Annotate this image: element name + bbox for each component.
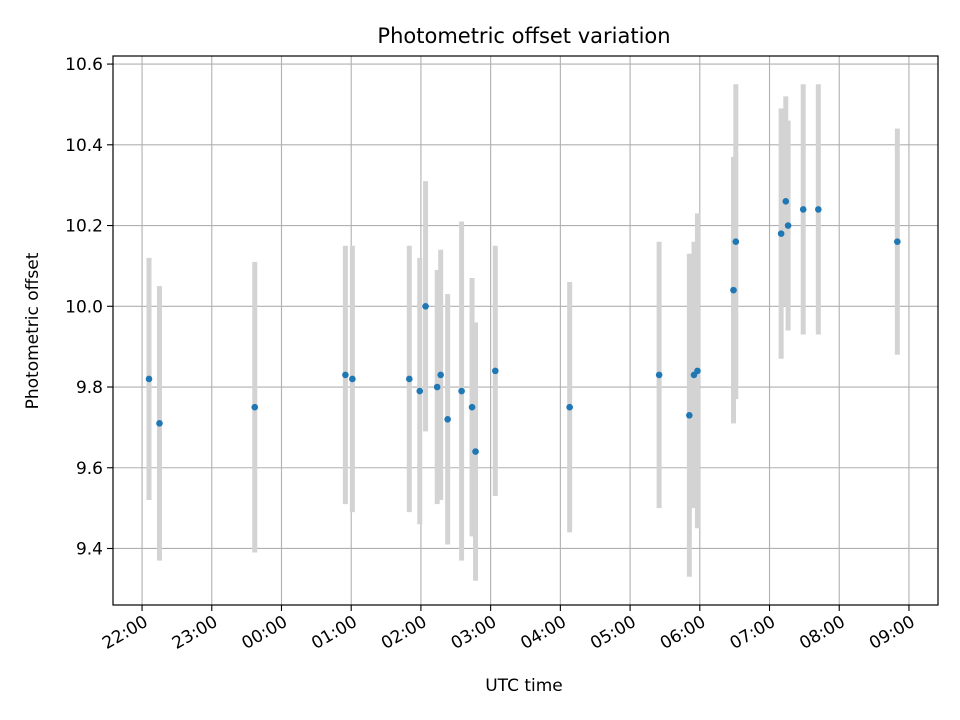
- data-point: [251, 404, 258, 411]
- data-point: [349, 376, 356, 383]
- data-point: [694, 368, 701, 375]
- data-point: [146, 376, 153, 383]
- y-axis-label: Photometric offset: [23, 252, 43, 409]
- data-point: [342, 372, 349, 379]
- data-point: [733, 238, 740, 245]
- chart-title: Photometric offset variation: [377, 24, 670, 48]
- data-point: [437, 372, 444, 379]
- y-tick-label: 10.0: [65, 297, 103, 317]
- data-point: [778, 230, 785, 237]
- data-point: [686, 412, 693, 419]
- data-point: [422, 303, 429, 310]
- data-point: [730, 287, 737, 294]
- data-point: [444, 416, 451, 423]
- data-point: [800, 206, 807, 213]
- y-tick-label: 9.8: [76, 378, 103, 398]
- x-axis-label: UTC time: [485, 676, 563, 696]
- data-point: [656, 372, 663, 379]
- y-tick-label: 10.2: [65, 217, 103, 237]
- data-point: [472, 448, 479, 455]
- data-point: [416, 388, 423, 395]
- data-point: [458, 388, 465, 395]
- data-point: [156, 420, 163, 427]
- y-tick-label: 10.6: [65, 55, 103, 75]
- data-point: [785, 222, 792, 229]
- y-tick-label: 9.6: [76, 459, 103, 479]
- data-point: [434, 384, 441, 391]
- data-point: [469, 404, 476, 411]
- y-tick-label: 9.4: [76, 539, 103, 559]
- data-point: [815, 206, 822, 213]
- data-point: [406, 376, 413, 383]
- y-tick-label: 10.4: [65, 136, 103, 156]
- data-point: [492, 368, 499, 375]
- data-point: [782, 198, 789, 205]
- data-point: [566, 404, 573, 411]
- data-point: [894, 238, 901, 245]
